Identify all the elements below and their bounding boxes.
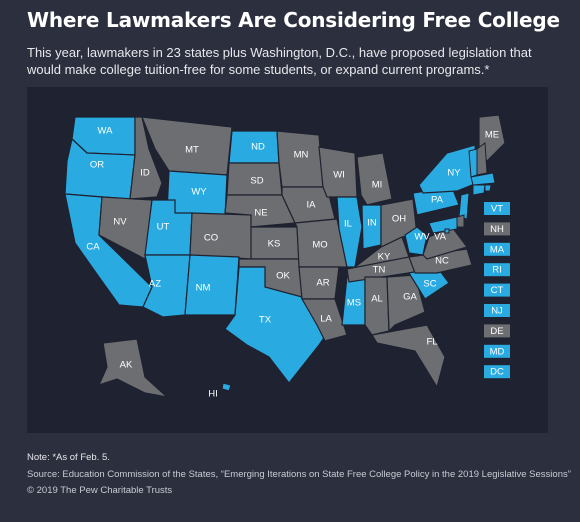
us-map: WA OR CA ID NV MT WY UT AZ CO NM ND SD NE KS OK TX MN IA MO… xyxy=(64,114,510,400)
state-label-sc: SC xyxy=(423,279,436,290)
state-id xyxy=(129,116,163,200)
state-label-co: CO xyxy=(204,233,218,244)
small-state-box-md xyxy=(484,344,510,358)
footnote: Note: *As of Feb. 5. xyxy=(27,452,110,463)
small-state-box-nj xyxy=(484,304,510,317)
state-ri xyxy=(484,184,492,192)
state-label-tn: TN xyxy=(373,265,386,276)
state-label-ga: GA xyxy=(403,292,417,303)
state-label-in: IN xyxy=(367,218,377,229)
state-label-ms: MS xyxy=(347,298,361,309)
state-nv xyxy=(98,196,153,260)
small-state-label-ct: CT xyxy=(491,285,504,296)
state-nj xyxy=(458,192,470,220)
state-label-al: AL xyxy=(371,294,383,305)
state-label-mn: MN xyxy=(294,150,309,161)
small-state-box-vt xyxy=(484,202,510,215)
state-va xyxy=(422,226,468,260)
small-state-box-de xyxy=(484,324,510,338)
state-label-az: AZ xyxy=(149,279,161,290)
state-label-ut: UT xyxy=(157,222,170,233)
state-label-nd: ND xyxy=(251,142,265,153)
state-fl xyxy=(371,324,446,389)
state-label-wv: WV xyxy=(414,232,430,243)
state-tx xyxy=(224,266,338,384)
small-state-label-dc: DC xyxy=(490,367,504,378)
state-label-nv: NV xyxy=(113,217,127,228)
state-label-wa: WA xyxy=(98,126,114,137)
small-state-box-ma xyxy=(484,242,510,256)
state-label-hi: HI xyxy=(208,389,218,400)
state-dc xyxy=(444,228,450,234)
small-state-box-dc xyxy=(484,365,510,379)
state-label-tx: TX xyxy=(259,315,272,326)
state-label-sd: SD xyxy=(250,176,263,187)
state-la xyxy=(300,298,348,342)
small-state-label-ri: RI xyxy=(492,265,502,276)
small-state-label-ma: MA xyxy=(490,244,505,255)
state-ma xyxy=(470,172,496,186)
state-de xyxy=(456,214,465,228)
state-label-oh: OH xyxy=(392,214,406,225)
state-label-me: ME xyxy=(485,130,499,141)
state-label-id: ID xyxy=(140,168,150,179)
state-label-ok: OK xyxy=(276,271,290,282)
small-state-label-de: DE xyxy=(490,326,503,337)
state-vt xyxy=(468,148,478,178)
state-label-va: VA xyxy=(434,232,447,243)
small-state-label-md: MD xyxy=(490,346,505,357)
state-label-ne: NE xyxy=(254,208,267,219)
state-label-ky: KY xyxy=(378,252,391,263)
state-label-il: IL xyxy=(344,219,352,230)
state-label-pa: PA xyxy=(431,195,444,206)
map-panel: WA OR CA ID NV MT WY UT AZ CO NM ND SD NE KS OK TX MN IA MO… xyxy=(27,87,548,433)
state-label-ar: AR xyxy=(316,278,329,289)
state-ct xyxy=(472,184,486,196)
state-al xyxy=(364,276,390,336)
source-note: Source: Education Commission of the Stat… xyxy=(27,469,571,480)
map-subtitle: This year, lawmakers in 23 states plus W… xyxy=(27,45,532,77)
state-ak xyxy=(97,338,169,398)
state-label-or: OR xyxy=(90,160,104,171)
state-label-mi: MI xyxy=(372,180,383,191)
copyright-note: © 2019 The Pew Charitable Trusts xyxy=(27,485,173,496)
small-state-label-nh: NH xyxy=(490,224,504,235)
small-state-label-nj: NJ xyxy=(491,306,503,317)
map-title: Where Lawmakers Are Considering Free Col… xyxy=(27,8,560,32)
state-label-fl: FL xyxy=(426,337,437,348)
state-label-ny: NY xyxy=(447,168,461,179)
state-label-nc: NC xyxy=(435,256,449,267)
state-label-ak: AK xyxy=(120,360,133,371)
state-label-mo: MO xyxy=(312,240,327,251)
state-label-ca: CA xyxy=(86,242,100,253)
small-state-box-ri xyxy=(484,263,510,277)
small-state-box-nh xyxy=(484,222,510,236)
small-state-box-ct xyxy=(484,283,510,297)
state-label-la: LA xyxy=(320,314,332,325)
state-label-wi: WI xyxy=(333,170,345,181)
state-nm xyxy=(184,254,240,316)
state-wv xyxy=(404,226,428,256)
state-label-wy: WY xyxy=(191,187,207,198)
state-label-ia: IA xyxy=(307,200,317,211)
state-label-mt: MT xyxy=(185,145,199,156)
state-nh xyxy=(476,142,488,176)
state-label-ks: KS xyxy=(268,239,281,250)
small-state-label-vt: VT xyxy=(491,204,503,215)
state-co xyxy=(189,212,253,260)
state-label-nm: NM xyxy=(196,283,211,294)
state-md xyxy=(428,216,458,234)
state-mi xyxy=(356,152,393,206)
state-hi xyxy=(221,382,232,392)
